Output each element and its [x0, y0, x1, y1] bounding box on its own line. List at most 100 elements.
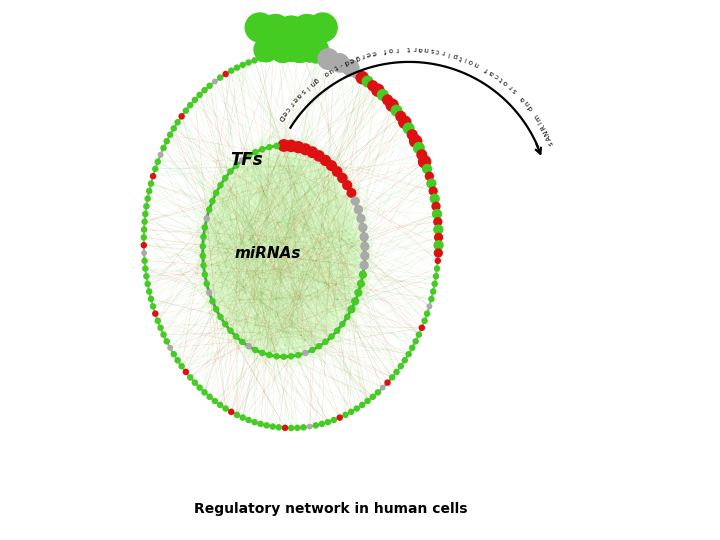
Text: r: r: [395, 45, 399, 52]
Text: R: R: [540, 124, 547, 131]
Point: [215, 181, 226, 190]
Point: [204, 82, 215, 90]
Point: [307, 346, 318, 354]
Point: [341, 181, 353, 190]
Text: s: s: [430, 46, 434, 53]
Point: [359, 242, 371, 251]
Point: [256, 145, 268, 153]
Point: [310, 53, 322, 62]
Text: D: D: [276, 114, 284, 122]
Text: t: t: [458, 53, 463, 60]
Ellipse shape: [194, 135, 373, 367]
Text: -: -: [338, 61, 343, 68]
Point: [231, 63, 243, 72]
Text: u: u: [327, 66, 334, 73]
Text: TFs: TFs: [230, 151, 262, 169]
Point: [357, 271, 369, 279]
Point: [399, 118, 410, 126]
Point: [346, 408, 357, 416]
Point: [184, 373, 196, 382]
Text: e: e: [280, 110, 287, 117]
Point: [416, 151, 428, 159]
Point: [204, 288, 215, 297]
Text: d: d: [343, 58, 349, 65]
Text: N: N: [542, 129, 550, 136]
Point: [382, 379, 393, 387]
Point: [155, 151, 166, 159]
Point: [279, 50, 291, 59]
Point: [351, 404, 362, 413]
Point: [220, 320, 231, 328]
Point: [138, 233, 150, 242]
Text: e: e: [348, 56, 355, 63]
Point: [256, 349, 268, 357]
Point: [243, 152, 254, 160]
Point: [199, 86, 210, 94]
Point: [220, 404, 231, 413]
Point: [301, 25, 312, 34]
Point: [210, 305, 222, 314]
Point: [273, 423, 284, 431]
Point: [292, 351, 304, 360]
Text: A: A: [545, 134, 552, 141]
Point: [300, 145, 311, 153]
Text: Regulatory network in human cells: Regulatory network in human cells: [194, 502, 468, 516]
Point: [207, 297, 218, 306]
Text: t: t: [498, 76, 505, 82]
Point: [292, 423, 303, 432]
Point: [199, 223, 210, 232]
Point: [334, 60, 346, 69]
Text: i: i: [537, 120, 544, 124]
Point: [429, 194, 441, 203]
Point: [161, 137, 173, 146]
Text: e: e: [291, 96, 298, 103]
Point: [356, 73, 368, 82]
Point: [158, 330, 169, 339]
Point: [140, 272, 152, 281]
Text: e: e: [365, 50, 372, 57]
Point: [140, 210, 151, 218]
Text: c: c: [436, 48, 441, 54]
Point: [285, 50, 297, 59]
Point: [349, 297, 361, 306]
Point: [340, 63, 351, 72]
Point: [261, 421, 272, 430]
Text: s: s: [548, 140, 554, 146]
Point: [261, 53, 272, 62]
Text: i: i: [305, 84, 310, 90]
Point: [285, 28, 297, 37]
Point: [184, 101, 196, 110]
Point: [346, 188, 357, 197]
Text: n: n: [308, 79, 315, 87]
Point: [189, 96, 201, 104]
Point: [421, 165, 433, 173]
Point: [158, 144, 169, 152]
Point: [210, 188, 222, 197]
Point: [362, 397, 374, 406]
Point: [341, 313, 353, 321]
Text: f: f: [384, 47, 387, 53]
Point: [431, 202, 442, 211]
Text: r: r: [287, 100, 294, 107]
Text: c: c: [493, 72, 500, 79]
Point: [243, 342, 254, 350]
Point: [325, 332, 337, 341]
Point: [340, 410, 351, 419]
Point: [207, 197, 218, 205]
Point: [426, 295, 437, 303]
Point: [304, 422, 315, 431]
Point: [243, 58, 254, 67]
Point: [353, 205, 364, 214]
Point: [215, 401, 226, 409]
Point: [250, 148, 261, 157]
Point: [143, 187, 155, 195]
Point: [304, 52, 315, 60]
Point: [204, 205, 215, 214]
Point: [328, 416, 340, 424]
Point: [407, 343, 418, 352]
Point: [410, 337, 421, 346]
Point: [145, 179, 157, 188]
Point: [267, 422, 279, 431]
Point: [139, 256, 150, 265]
Text: n: n: [473, 60, 480, 68]
